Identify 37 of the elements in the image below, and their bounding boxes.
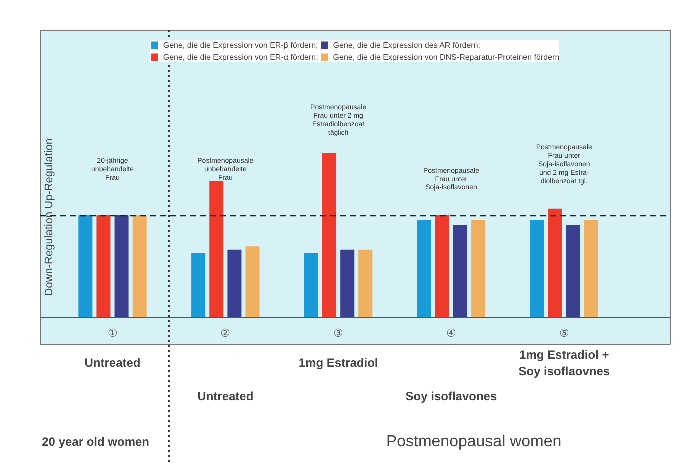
- bar: [584, 220, 598, 318]
- text: Soy isoflavones: [406, 390, 498, 404]
- legend-label: Gene, die die Expression von ER-α fördern;: [163, 52, 318, 62]
- bar: [246, 246, 260, 318]
- bar: [530, 220, 544, 318]
- bar: [210, 180, 224, 318]
- x-tick-label: ③: [334, 328, 344, 340]
- legend-label: Gene, die die Expression von DNS-Reparatur-Proteinen fördern: [333, 52, 560, 62]
- bar: [566, 225, 580, 318]
- text: Untreated: [84, 356, 141, 370]
- bar: [472, 220, 486, 318]
- legend-label: Gene, die die Expression des AR fördern;: [333, 40, 480, 50]
- bar: [322, 153, 337, 318]
- bar: [340, 250, 355, 318]
- text: 1mg Estradiol + Soy isoflaovnes: [518, 348, 610, 379]
- bar: [192, 253, 206, 318]
- text: 20 year old women: [42, 434, 150, 449]
- bar: [78, 215, 93, 318]
- x-tick-label: ⑤: [559, 328, 570, 340]
- legend-label: Gene, die die Expression von ER-β fördern;: [163, 40, 318, 50]
- bar: [228, 250, 242, 318]
- bar: [132, 215, 147, 318]
- x-tick-label: ②: [220, 328, 231, 340]
- bar: [96, 215, 111, 318]
- bar: [304, 253, 318, 318]
- x-tick-label: ④: [446, 328, 456, 340]
- bar: [453, 225, 468, 318]
- y-axis-title: Down-Regulation Up-Regulation: [44, 138, 56, 296]
- text: Untreated: [198, 390, 254, 404]
- bar: [435, 215, 450, 318]
- bar: [417, 220, 432, 318]
- text: 1mg Estradiol: [298, 356, 378, 370]
- bar: [114, 215, 129, 318]
- text: Postmenopausal women: [386, 433, 562, 450]
- bar: [548, 208, 562, 318]
- bar: [358, 250, 373, 318]
- x-tick-label: ①: [108, 328, 118, 340]
